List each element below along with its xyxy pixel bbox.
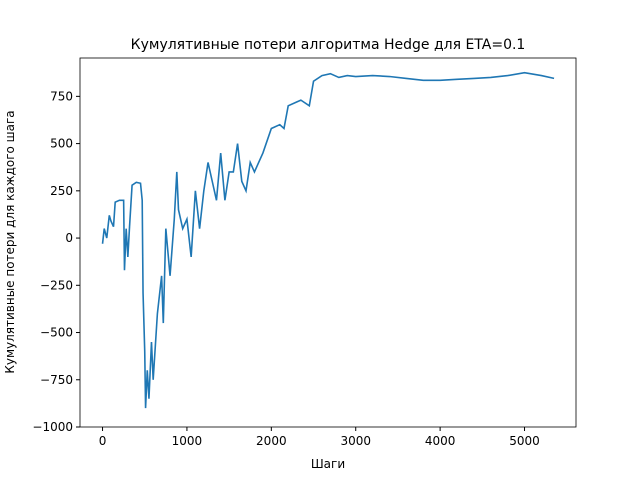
chart-title: Кумулятивные потери алгоритма Hedge для …	[131, 37, 526, 53]
x-axis-label: Шаги	[311, 457, 345, 471]
plot-frame	[79, 57, 577, 428]
y-axis-label: Кумулятивные потери для каждого шага	[3, 110, 17, 373]
y-tick-label: −750	[40, 373, 73, 387]
y-tick-label: −250	[40, 278, 73, 292]
y-tick-label: 500	[50, 137, 73, 151]
y-tick-label: 750	[50, 89, 73, 103]
x-tick-label: 4000	[425, 434, 456, 448]
y-tick-label: 250	[50, 184, 73, 198]
x-tick-label: 2000	[256, 434, 287, 448]
line	[101, 71, 555, 409]
y-tick-label: −1000	[32, 420, 73, 434]
x-tick-label: 1000	[172, 434, 203, 448]
x-tick-label: 0	[99, 434, 107, 448]
y-tick-label: −500	[40, 326, 73, 340]
y-tick-label: 0	[65, 231, 73, 245]
x-tick-label: 5000	[509, 434, 540, 448]
x-tick-label: 3000	[340, 434, 371, 448]
